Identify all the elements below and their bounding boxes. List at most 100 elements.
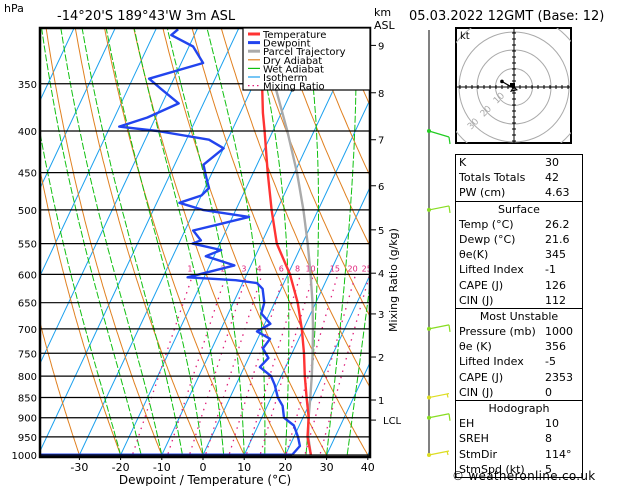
mixing-ratio-label: 6 [279, 264, 284, 273]
legend-box [242, 27, 371, 91]
dry-adiabat-line [104, 28, 246, 457]
mixing-ratio-label: 20 [348, 264, 358, 273]
isotherm-line [40, 28, 158, 278]
index-row: θe (K) 356 [456, 339, 582, 354]
legend-label: Temperature [262, 30, 326, 41]
mixing-ratio-line [204, 274, 263, 457]
wet-adiabat-line [325, 28, 357, 457]
index-row: K 30 [456, 155, 582, 170]
mixing-ratio-line [303, 274, 357, 457]
wind-barb [427, 392, 450, 400]
pressure-tick-label: 600 [18, 270, 37, 281]
mixing-ratio-line [166, 274, 227, 457]
dry-adiabat-line [249, 28, 370, 318]
index-row: PW (cm) 4.63 [456, 185, 582, 200]
index-row: Dewp (°C) 21.6 [456, 232, 582, 247]
isotherm-line [40, 28, 116, 190]
wet-adiabat-line [41, 28, 143, 457]
x-axis-label: Dewpoint / Temperature (°C) [119, 473, 291, 486]
pressure-tick-label: 900 [18, 414, 37, 425]
index-value: 4.63 [545, 186, 570, 200]
dry-adiabat-line [191, 28, 370, 457]
index-label: Totals Totals [459, 171, 526, 185]
isotherm-line [40, 28, 240, 453]
index-value: 2353 [545, 370, 573, 384]
index-row: CAPE (J) 126 [456, 278, 582, 293]
wet-adiabat-line [105, 28, 204, 457]
dry-adiabat-line [133, 28, 287, 457]
wet-adiabat-line [346, 280, 370, 457]
km-tick-label: 5 [378, 226, 384, 237]
index-section-title: Surface [498, 202, 540, 216]
x-tick-label: -30 [70, 461, 88, 474]
index-label: Temp (°C) [459, 217, 514, 231]
wind-barb [427, 205, 451, 213]
wind-barb-flag [448, 413, 451, 421]
mixing-ratio-line [258, 274, 315, 457]
mixing-ratio-label: 4 [257, 264, 262, 273]
km-tick-label: 3 [378, 310, 384, 321]
pressure-tick-label: 950 [18, 433, 37, 444]
index-label: CIN (J) [459, 293, 494, 307]
index-label: StmSpd (kt) [459, 462, 525, 476]
index-value: 356 [545, 340, 566, 354]
wind-barb [427, 128, 451, 145]
wind-barb-flag [446, 450, 449, 456]
wind-barb-flag [446, 393, 449, 398]
dry-adiabat-line [74, 28, 205, 457]
asl-label: ASL [374, 19, 395, 32]
index-value: 126 [545, 278, 566, 292]
wind-barb [427, 413, 451, 421]
wind-barb-flag [448, 205, 451, 213]
mixing-ratio-line [245, 274, 302, 457]
wind-barb [427, 324, 451, 332]
location-title: -14°20'S 189°43'W 3m ASL [57, 9, 236, 24]
copyright-footer: © weatheronline.co.uk [452, 469, 596, 483]
indices-most-unstable-box: Most Unstable Pressure (mb) 1000 θe (K) 356 L… [455, 308, 583, 401]
index-value: 114° [545, 447, 572, 461]
index-row: θe(K) 345 [456, 247, 582, 262]
mixing-ratio-line [284, 274, 339, 457]
wind-barb-flag [448, 136, 451, 145]
index-value: 345 [545, 248, 566, 262]
x-tick-label: -20 [112, 461, 130, 474]
index-value: -1 [545, 263, 556, 277]
temperature-trace [247, 28, 313, 456]
wind-barb [427, 450, 450, 457]
isotherm-line [40, 28, 75, 102]
index-label: CAPE (J) [459, 278, 504, 292]
index-label: PW (cm) [459, 186, 506, 200]
wind-barb-shaft [428, 450, 450, 456]
index-row: StmDir 114° [456, 447, 582, 462]
index-value: 10 [545, 417, 559, 431]
wet-adiabat-line [253, 28, 290, 457]
index-row: EH 10 [456, 416, 582, 431]
x-tick-label: -10 [153, 461, 171, 474]
dry-adiabat-line [162, 28, 329, 457]
indices-surface-box: Surface Temp (°C) 26.2 Dewp (°C) 21.6 θe(K) 34… [455, 201, 583, 309]
hodograph-storm-marker [510, 83, 515, 87]
wet-adiabat-line [40, 129, 122, 457]
index-row: CIN (J) 0 [456, 385, 582, 400]
dry-adiabat-line [308, 28, 370, 178]
km-tick-label: 2 [378, 353, 384, 364]
dry-adiabat-line [40, 167, 122, 457]
km-tick-label: 9 [378, 41, 384, 52]
index-label: Lifted Index [459, 355, 524, 369]
pressure-tick-label: 750 [18, 349, 37, 360]
legend-label: Isotherm [263, 73, 307, 84]
x-tick-label: 40 [361, 461, 375, 474]
legend-label: Wet Adiabat [263, 64, 324, 75]
index-row: SREH 8 [456, 431, 582, 446]
index-value: 1000 [545, 325, 573, 339]
mixing-ratio-label: 3 [241, 264, 246, 273]
legend-label: Mixing Ratio [263, 82, 325, 93]
hodograph-trace [501, 80, 518, 93]
wet-adiabat-line [81, 28, 184, 457]
index-label: Pressure (mb) [459, 325, 536, 339]
plot-frame [38, 26, 372, 459]
wet-adiabat-line [133, 28, 225, 457]
mixing-ratio-label: 15 [330, 264, 340, 273]
